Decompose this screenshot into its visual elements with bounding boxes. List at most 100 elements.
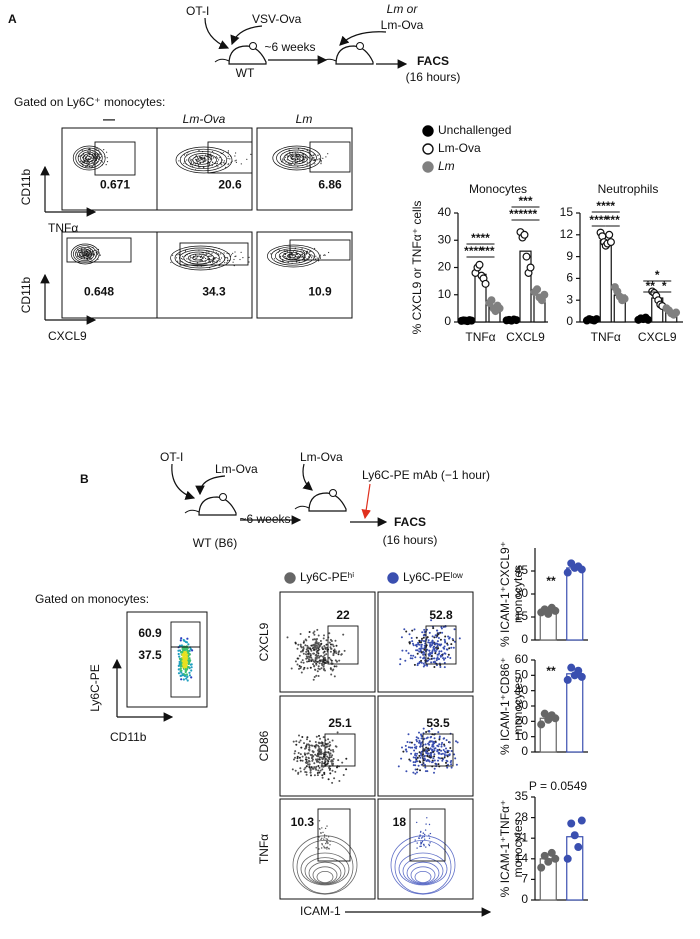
flow-event xyxy=(227,151,229,153)
flow-event xyxy=(315,765,318,768)
flow-event xyxy=(189,160,191,162)
flow-event xyxy=(286,636,289,639)
flow-event xyxy=(432,750,435,753)
flow-event xyxy=(312,751,315,754)
flow-event xyxy=(330,673,333,676)
y-tick-label: 40 xyxy=(515,683,529,697)
flow-event xyxy=(420,737,423,740)
flow-event xyxy=(307,655,310,658)
flow-event xyxy=(323,771,326,774)
gate-value: 22 xyxy=(336,608,350,622)
flow-event xyxy=(436,645,439,648)
flow-event xyxy=(426,749,429,752)
flow-event xyxy=(292,740,295,743)
flow-event xyxy=(446,642,449,645)
flow-event xyxy=(307,646,310,649)
flow-event xyxy=(92,253,94,256)
flow-event xyxy=(298,756,301,759)
flow-event xyxy=(417,764,420,767)
flow-event xyxy=(313,661,316,663)
flow-event xyxy=(227,259,229,261)
flow-event xyxy=(316,656,319,659)
data-point xyxy=(672,308,681,317)
flow-event xyxy=(415,754,418,757)
flow-event xyxy=(234,251,236,253)
flow-event xyxy=(420,843,423,845)
flow-event xyxy=(310,766,313,769)
flow-event xyxy=(96,157,98,159)
gate xyxy=(207,141,253,174)
flow-event xyxy=(96,251,98,253)
data-point xyxy=(551,854,560,863)
flow-event xyxy=(294,660,297,663)
flow-event xyxy=(448,741,451,744)
flow-event xyxy=(305,653,307,656)
contour xyxy=(410,866,436,884)
flow-event xyxy=(170,261,172,264)
flow-event xyxy=(308,740,311,743)
flow-event xyxy=(290,155,292,158)
flow-event xyxy=(190,663,193,666)
flow-event xyxy=(453,628,456,631)
contour xyxy=(85,155,92,161)
flow-event xyxy=(186,649,190,653)
column-header: Lm xyxy=(296,112,313,126)
flow-event xyxy=(323,634,325,637)
flow-event xyxy=(319,256,321,258)
flow-event xyxy=(220,257,223,259)
flow-event xyxy=(325,842,327,845)
flow-event xyxy=(89,252,91,254)
flow-event xyxy=(451,638,454,640)
flow-event xyxy=(324,827,327,830)
axis-label: Ly6C-PE xyxy=(88,664,102,712)
flow-event xyxy=(420,641,422,644)
flow-event xyxy=(430,619,433,622)
flow-event xyxy=(426,660,429,663)
flow-event xyxy=(305,158,307,160)
flow-event xyxy=(411,640,414,643)
flow-event xyxy=(438,735,441,738)
flow-event xyxy=(336,731,339,734)
contour xyxy=(283,151,309,165)
flow-event xyxy=(205,257,207,260)
flow-event xyxy=(185,663,188,667)
flow-event xyxy=(297,148,300,150)
flow-event xyxy=(180,671,183,674)
flow-event xyxy=(177,652,180,656)
flow-event xyxy=(309,251,311,253)
axis-label: CD11b xyxy=(19,168,33,205)
flow-event xyxy=(181,648,184,651)
flow-event xyxy=(210,156,212,158)
flow-event xyxy=(434,634,437,637)
flow-event xyxy=(321,827,323,829)
flow-event xyxy=(427,752,430,755)
flow-event xyxy=(232,252,234,254)
flow-event xyxy=(328,741,331,744)
flow-event xyxy=(281,255,283,257)
flow-event xyxy=(307,658,310,661)
flow-event xyxy=(343,649,346,652)
flow-event xyxy=(208,158,210,160)
flow-event xyxy=(430,655,433,657)
flow-event xyxy=(313,643,316,646)
flow-event xyxy=(332,749,334,751)
flow-event xyxy=(297,752,300,754)
flow-event xyxy=(319,254,321,256)
flow-event xyxy=(331,739,334,742)
flow-event xyxy=(317,154,319,156)
flow-event xyxy=(433,648,436,651)
flow-event xyxy=(426,648,429,651)
gate xyxy=(317,808,351,862)
flow-event xyxy=(234,255,236,258)
flow-event xyxy=(182,255,184,258)
gate-value: 53.5 xyxy=(426,716,450,730)
flow-event xyxy=(440,749,443,752)
flow-event xyxy=(438,743,441,746)
axis-label: CXCL9 xyxy=(257,622,271,661)
flow-event xyxy=(317,660,320,663)
flow-event xyxy=(408,633,411,636)
flow-event xyxy=(440,745,443,748)
flow-event xyxy=(337,651,340,654)
flow-event xyxy=(235,255,237,257)
flow-event xyxy=(446,755,449,758)
